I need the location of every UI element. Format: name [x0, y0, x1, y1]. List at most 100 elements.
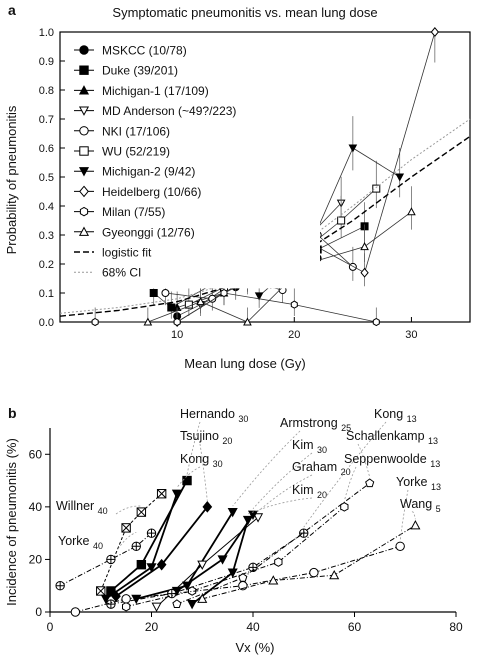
series-kim-v20-point — [242, 515, 253, 526]
annotation-schallenkamp-13: Schallenkamp 13 — [346, 429, 438, 446]
legend-marker — [79, 65, 89, 75]
panel-a-xtick-label: 10 — [171, 329, 183, 341]
series-kim-v30-point — [247, 510, 259, 520]
series-milan-7-55-point — [220, 288, 228, 298]
series-milan-7-55-point — [372, 317, 380, 327]
annotation-leader — [411, 511, 416, 520]
series-wang-v5-point — [197, 593, 208, 603]
series-seppenwoolde-v13-line — [125, 506, 345, 608]
series-gyeonggi-12-76-point — [243, 317, 252, 326]
panel-a-label: a — [8, 2, 16, 18]
legend-item-logistic-fit: logistic fit — [74, 246, 152, 260]
series-willner-v40-point — [96, 586, 106, 596]
series-tsujino-v20-point — [156, 558, 167, 571]
legend-label: MD Anderson (~49?/223) — [102, 104, 236, 118]
panel-b-xlabel: Vx (%) — [236, 640, 275, 655]
series-wang-v5-point — [329, 569, 340, 580]
legend-label: Gyeonggi (12/76) — [102, 225, 195, 239]
panel-a-xtick-label: 20 — [288, 329, 300, 341]
panel-a-legend-bg — [70, 38, 320, 289]
series-milan-7-55-point — [290, 300, 298, 309]
panel-a-ytick-label: 0.0 — [39, 317, 54, 329]
series-yorke-v13-point — [309, 567, 319, 578]
panel-a-ytick-label: 0.5 — [39, 172, 54, 184]
panel-a-ylabel: Probability of pneumonitis — [4, 105, 19, 254]
series-kim-v20-point — [187, 600, 198, 610]
series-willner-v40-point — [136, 507, 147, 517]
panel-b-ytick-label: 20 — [29, 552, 43, 566]
series-nki-17-106-point — [348, 262, 357, 271]
series-gyeonggi-12-76-point — [196, 297, 205, 306]
legend-marker — [78, 85, 90, 95]
annotation-leader — [232, 430, 301, 507]
series-michigan-2-9-42-point — [348, 144, 358, 153]
series-kong-v30-point — [146, 563, 157, 573]
annotation-graham-20: Graham 20 — [292, 460, 351, 477]
panel-a-ytick-label: 0.4 — [39, 201, 54, 213]
series-nki-17-106-point — [161, 289, 170, 297]
panel-b-xtick-label: 0 — [47, 620, 54, 634]
annotation-kong-13: Kong 13 — [374, 407, 417, 424]
panel-a-ytick-label: 0.9 — [39, 56, 54, 68]
legend-item-milan-7-55: Milan (7/55) — [74, 205, 165, 219]
panel-a-ytick-label: 0.3 — [39, 230, 54, 242]
series-armstrong-v25-point — [227, 508, 238, 518]
panel-b-label: b — [8, 405, 17, 421]
legend-marker — [79, 206, 89, 217]
annotation-armstrong-25: Armstrong 25 — [280, 416, 351, 433]
series-milan-7-55-point — [91, 317, 99, 327]
series-schallenkamp-v13-point — [172, 599, 182, 608]
series-graham-v20-point — [151, 602, 162, 612]
series-yorke-v40-point — [106, 554, 116, 565]
panel-b-ylabel: Incidence of pneumonitis (%) — [4, 438, 19, 606]
annotation-seppenwoolde-13: Seppenwoolde 13 — [344, 452, 440, 469]
panel-b-xtick-label: 80 — [449, 620, 463, 634]
series-schallenkamp-v13-point — [238, 572, 248, 582]
legend-item-michigan-1-17-109: Michigan-1 (17/109) — [74, 84, 209, 98]
legend-label: 68% CI — [102, 266, 141, 280]
legend-label: logistic fit — [102, 246, 152, 260]
legend-marker — [79, 45, 89, 55]
series-gyeonggi-12-76-point — [360, 242, 369, 251]
panel-a-ytick-label: 0.7 — [39, 114, 54, 126]
panel-b-ytick-label: 60 — [29, 447, 43, 461]
series-yorke-v40-point — [146, 528, 157, 538]
legend-marker — [79, 126, 89, 136]
series-armstrong-v25-point — [131, 594, 142, 605]
annotation-leader — [247, 497, 313, 515]
series-heidelberg-10-66-point — [360, 267, 369, 278]
series-gyeonggi-12-76-point — [407, 207, 416, 216]
legend-marker — [79, 146, 89, 156]
series-kim-v20-point — [227, 568, 238, 578]
series-yorke-v13-point — [121, 594, 131, 604]
series-gyeonggi-12-76-line — [147, 211, 412, 323]
panel-b-ytick-label: 0 — [35, 605, 42, 619]
series-willner-v40-point — [156, 489, 167, 499]
legend-marker — [78, 167, 90, 177]
series-duke-39-201-point — [149, 289, 158, 297]
series-schallenkamp-v13-point — [365, 478, 375, 488]
legend-item-68-ci: 68% CI — [74, 266, 141, 280]
series-yorke-v13-point — [70, 607, 81, 617]
annotation-kim-30: Kim 30 — [292, 438, 327, 455]
legend-item-michigan-2-9-42: Michigan-2 (9/42) — [74, 165, 195, 179]
annotation-hernando-30: Hernando 30 — [180, 407, 248, 424]
panel-b-xtick-label: 40 — [246, 620, 260, 634]
legend-label: WU (52/219) — [102, 145, 170, 159]
series-yorke-v13-line — [75, 545, 401, 613]
annotation-leader — [176, 466, 201, 488]
series-heidelberg-10-66-point — [430, 27, 440, 37]
series-kong-v13-point — [106, 599, 116, 609]
legend-item-md-anderson-49-223: MD Anderson (~49?/223) — [74, 104, 236, 118]
series-willner-v40-point — [121, 523, 131, 533]
panel-a-xtick-label: 30 — [405, 329, 417, 341]
legend-label: NKI (17/106) — [102, 124, 170, 138]
series-kong-v13-line — [110, 532, 305, 605]
series-graham-v20-point — [197, 560, 208, 570]
series-kong-v30-point — [100, 594, 111, 605]
annotation-leader — [303, 421, 387, 528]
series-tsujino-v20-point — [202, 501, 213, 513]
legend-label: Heidelberg (10/66) — [102, 185, 201, 199]
series-hernando-v30-point — [136, 559, 147, 570]
